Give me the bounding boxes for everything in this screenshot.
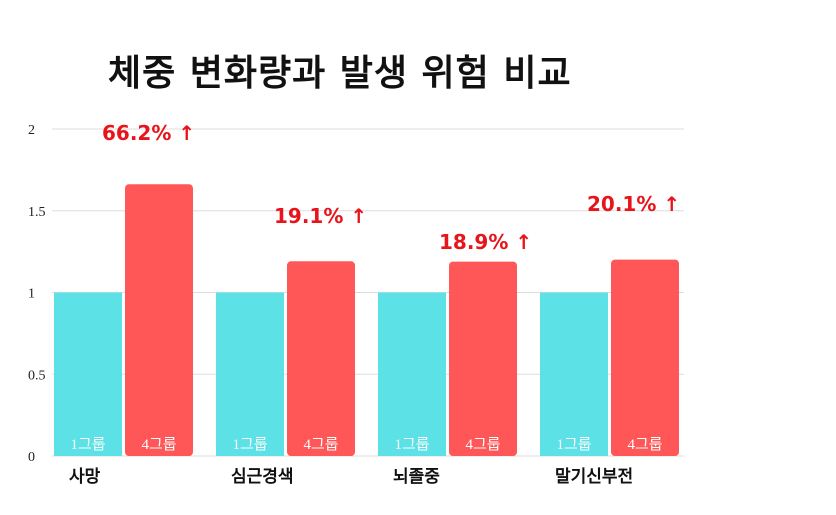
y-tick-label: 1 [28,287,35,302]
bar [287,261,355,456]
y-tick-label: 0.5 [28,368,46,383]
bar [216,292,284,456]
bar [611,259,679,456]
bar-label: 1그룹 [70,437,105,453]
bar-label: 1그룹 [556,437,591,453]
category-label: 말기신부전 [555,466,633,487]
change-annotation: 20.1% ↑ [587,192,680,216]
category-label: 사망 [69,467,101,487]
change-annotation: 66.2% ↑ [102,121,195,145]
bar [125,184,193,456]
category-label: 뇌졸중 [393,467,440,487]
bar-label: 1그룹 [394,437,429,453]
bar [449,261,517,456]
bar [378,292,446,456]
change-annotation: 19.1% ↑ [274,204,367,228]
chart-title: 체중 변화량과 발생 위험 비교 [108,53,572,94]
bar-label: 4그룹 [141,437,176,453]
bar-label: 4그룹 [303,437,338,453]
y-tick-label: 2 [28,123,35,138]
bar-label: 1그룹 [232,437,267,453]
change-annotation: 18.9% ↑ [439,230,532,254]
y-tick-label: 1.5 [28,205,46,220]
category-label: 심근경색 [231,467,294,487]
bar-label: 4그룹 [465,437,500,453]
bar-label: 4그룹 [627,437,662,453]
bar [54,292,122,456]
y-tick-label: 0 [28,450,35,465]
bar [540,292,608,456]
